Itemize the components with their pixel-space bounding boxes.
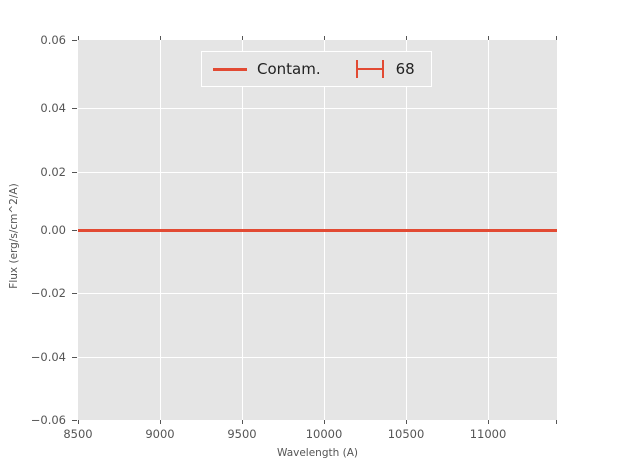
legend-label-68: 68 [395, 60, 415, 78]
ticklabel-x-3: 10000 [305, 427, 343, 441]
gridline-y--0.02 [78, 293, 557, 294]
tick-y-0.06 [72, 40, 77, 41]
tick-x-8500 [78, 420, 79, 424]
tick-x-top-11000 [488, 36, 489, 40]
tick-x-top-9000 [160, 36, 161, 40]
tick-y-0.04 [72, 108, 77, 109]
x-axis-label: Wavelength (A) [276, 447, 358, 459]
tick-x-top-8500 [78, 36, 79, 40]
tick-y--0.02 [72, 293, 77, 294]
ticklabel-y-6: −0.06 [30, 413, 66, 427]
ticklabel-y-2: 0.02 [40, 165, 66, 179]
legend-entry-contam: Contam. [202, 52, 321, 86]
ticklabel-x-5: 11000 [469, 427, 507, 441]
tick-y-0.02 [72, 172, 77, 173]
tick-x-11000 [488, 420, 489, 424]
tick-x-top-10000 [324, 36, 325, 40]
tick-x-9000 [160, 420, 161, 424]
gridline-y--0.04 [78, 357, 557, 358]
tick-x-top-10500 [406, 36, 407, 40]
tick-x-top-right-end [556, 36, 557, 40]
legend-label-contam: Contam. [257, 60, 321, 78]
ticklabel-y-3: 0.00 [40, 223, 66, 237]
ticklabel-y-1: 0.04 [40, 101, 66, 115]
tick-x-top-9500 [242, 36, 243, 40]
legend-entry-68: 68 [321, 52, 415, 86]
legend-errorbar-icon [355, 60, 385, 78]
tick-y-0.00 [72, 230, 77, 231]
plot-area [78, 40, 557, 420]
tick-x-10000 [324, 420, 325, 424]
ticklabel-x-4: 10500 [387, 427, 425, 441]
gridline-y-0.02 [78, 172, 557, 173]
ticklabel-y-4: −0.02 [30, 286, 66, 300]
ticklabel-y-5: −0.04 [30, 350, 66, 364]
tick-y--0.06 [72, 420, 77, 421]
series-line-contam [78, 229, 557, 232]
ticklabel-x-0: 8500 [63, 427, 93, 441]
ticklabel-y-0: 0.06 [40, 33, 66, 47]
tick-y--0.04 [72, 357, 77, 358]
chart-legend[interactable]: Contam. 68 [201, 51, 432, 87]
tick-x-9500 [242, 420, 243, 424]
gridline-y-0.04 [78, 108, 557, 109]
legend-line-icon [213, 67, 247, 71]
y-axis-label: Flux (erg/s/cm^2/A) [8, 183, 20, 289]
ticklabel-x-1: 9000 [145, 427, 175, 441]
tick-x-10500 [406, 420, 407, 424]
ticklabel-x-2: 9500 [227, 427, 257, 441]
tick-x-right-end [556, 420, 557, 424]
